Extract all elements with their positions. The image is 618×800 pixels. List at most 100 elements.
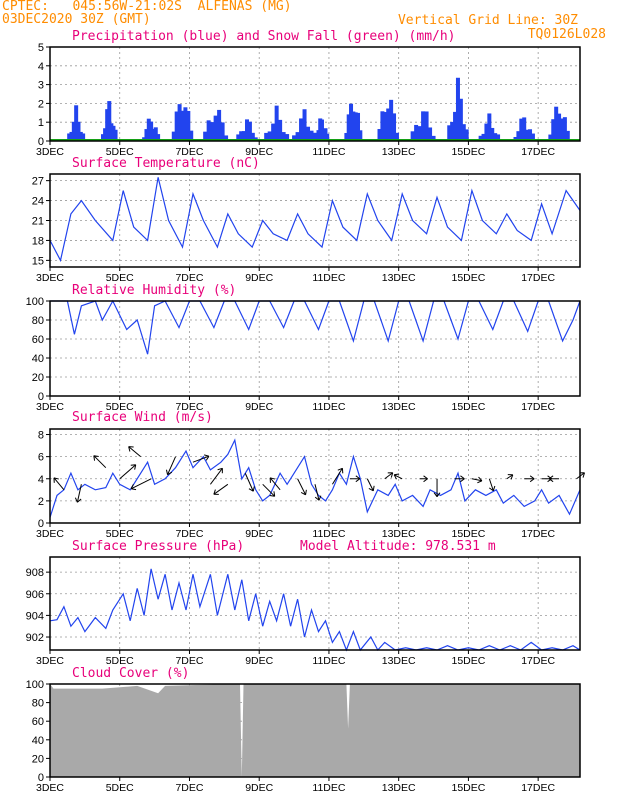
- precip-bar: [203, 131, 208, 141]
- precip-bar: [271, 123, 276, 141]
- cloud-cover-area: [50, 684, 580, 777]
- wind-vector-head: [93, 455, 99, 461]
- wind-vector: [209, 467, 223, 485]
- cloud-x-tick-label: 15DEC: [451, 782, 485, 794]
- precip-bar: [461, 124, 466, 141]
- precip-bar: [285, 134, 290, 141]
- temp-x-tick-label: 7DEC: [175, 272, 203, 284]
- cloud-y-tick-label: 80: [32, 698, 44, 710]
- precip-bar: [245, 119, 250, 141]
- wind-vector: [119, 464, 137, 480]
- precip-bar: [386, 108, 391, 141]
- precip-bar: [264, 132, 269, 141]
- cloud-y-tick-label: 20: [32, 753, 44, 765]
- wind-vector-head: [423, 475, 428, 483]
- precip-bar: [74, 105, 79, 141]
- precip-panel: Precipitation (blue) and Snow Fall (gree…: [36, 29, 581, 158]
- wind-vector-head: [355, 475, 361, 483]
- precip-x-tick-label: 5DEC: [106, 146, 134, 158]
- wind-vector: [393, 474, 403, 480]
- cloud-x-tick-label: 7DEC: [175, 782, 203, 794]
- precip-bar: [344, 132, 349, 141]
- cloud-x-tick-label: 13DEC: [382, 782, 416, 794]
- precip-bar: [107, 101, 112, 141]
- temp-y-tick-label: 24: [32, 196, 44, 208]
- precip-bar: [428, 127, 433, 141]
- wind-x-tick-label: 9DEC: [245, 528, 273, 540]
- model-altitude: Model Altitude: 978.531 m: [300, 539, 496, 554]
- rh-y-tick-label: 20: [32, 372, 44, 384]
- rh-x-tick-label: 17DEC: [521, 401, 555, 413]
- precip-bar: [186, 110, 191, 141]
- precip-y-tick-label: 2: [38, 98, 44, 110]
- precip-bar: [239, 131, 244, 141]
- cloud-title: Cloud Cover (%): [72, 666, 189, 681]
- rh-y-tick-label: 100: [26, 296, 44, 308]
- precip-bar: [496, 134, 501, 141]
- pres-x-tick-label: 17DEC: [521, 655, 555, 667]
- wind-vector: [384, 472, 394, 480]
- wind-vector-head: [269, 491, 276, 497]
- precip-bar: [447, 125, 452, 141]
- temp-x-tick-label: 9DEC: [245, 272, 273, 284]
- precip-bar: [278, 119, 283, 141]
- wind-x-tick-label: 15DEC: [451, 528, 485, 540]
- precip-bar: [417, 126, 422, 141]
- rh-x-tick-label: 11DEC: [312, 401, 345, 413]
- wind-vector: [53, 477, 65, 491]
- pres-x-tick-label: 5DEC: [106, 655, 134, 667]
- wind-vector: [128, 446, 141, 458]
- wind-vector-head: [433, 492, 441, 498]
- rh-x-tick-label: 13DEC: [382, 401, 416, 413]
- rh-x-tick-label: 7DEC: [175, 401, 203, 413]
- precip-bar: [522, 117, 527, 141]
- wind-y-tick-label: 6: [38, 452, 44, 464]
- wind-vector: [130, 478, 152, 490]
- precip-bar: [281, 132, 286, 141]
- rh-y-tick-label: 0: [38, 391, 44, 403]
- precip-bar: [292, 135, 297, 141]
- precip-bar: [299, 118, 304, 141]
- pres-x-tick-label: 11DEC: [312, 655, 345, 667]
- precip-bar: [414, 124, 419, 141]
- precip-bar: [217, 109, 222, 141]
- wind-x-tick-label: 11DEC: [312, 528, 345, 540]
- precip-bar: [309, 130, 314, 141]
- wind-y-tick-label: 0: [38, 518, 44, 530]
- wind-vector-head: [213, 489, 219, 495]
- precip-bar: [220, 122, 225, 141]
- precip-bar: [530, 133, 535, 141]
- precip-bar: [453, 111, 458, 141]
- rh-frame: [49, 300, 581, 397]
- pres-x-tick-label: 15DEC: [451, 655, 485, 667]
- precip-x-tick-label: 11DEC: [312, 146, 345, 158]
- wind-title: Surface Wind (m/s): [72, 410, 213, 425]
- precip-bar: [431, 135, 436, 141]
- precip-bar: [213, 115, 218, 141]
- precip-bar: [103, 128, 108, 141]
- precip-bar: [71, 121, 76, 141]
- precip-bar: [242, 131, 247, 141]
- wind-vector-head: [387, 472, 394, 478]
- rh-y-tick-label: 60: [32, 334, 44, 346]
- wind-vector-head: [300, 489, 307, 496]
- precip-bar: [383, 112, 388, 141]
- precip-y-tick-label: 5: [38, 42, 44, 54]
- wind-vector: [167, 456, 176, 475]
- precip-bar: [111, 125, 116, 141]
- precip-bar: [69, 131, 74, 141]
- precip-bar: [356, 112, 361, 141]
- precip-bar: [151, 128, 156, 141]
- precip-bar: [424, 111, 429, 141]
- precip-bar: [557, 113, 562, 141]
- precip-bar: [346, 114, 351, 141]
- rh-x-tick-label: 3DEC: [36, 401, 64, 413]
- cloud-panel: Cloud Cover (%) 0 20 40 60 80 100 3DEC 5DEC 7DEC 9…: [26, 666, 581, 794]
- wind-vector: [93, 455, 107, 469]
- precip-bar: [302, 109, 307, 141]
- precip-bar: [113, 129, 118, 141]
- cloud-x-tick-label: 5DEC: [106, 782, 134, 794]
- precip-bar: [81, 133, 86, 141]
- precip-bar: [562, 117, 567, 141]
